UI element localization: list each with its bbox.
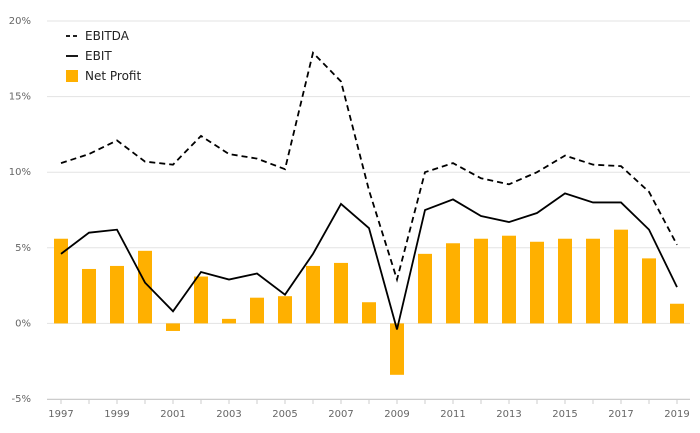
- y-axis: -5% 0% 5% 10% 15% 20%: [9, 16, 31, 405]
- bar-net-profit: [250, 297, 264, 324]
- lines: [60, 50, 678, 330]
- x-tick-label: 2001: [160, 409, 185, 420]
- x-tick-label: 2011: [440, 409, 465, 420]
- bar-net-profit: [306, 265, 320, 324]
- x-tick-label: 1997: [48, 409, 73, 420]
- y-tick-label: 15%: [9, 92, 31, 103]
- bar-net-profit: [390, 323, 404, 375]
- bar-net-profit: [54, 238, 68, 324]
- bar-net-profit: [558, 238, 572, 324]
- x-tick-label: 1999: [104, 409, 129, 420]
- bar-net-profit: [614, 229, 628, 324]
- bar-net-profit: [194, 276, 208, 324]
- bar-net-profit: [670, 303, 684, 324]
- bar-net-profit: [222, 318, 236, 324]
- line-ebitda: [60, 50, 678, 283]
- bars-net-profit: [54, 229, 684, 375]
- legend: EBITDA EBIT Net Profit: [66, 29, 141, 83]
- bar-net-profit: [446, 243, 460, 324]
- bar-net-profit: [334, 262, 348, 324]
- bar-net-profit: [418, 253, 432, 324]
- x-tick-label: 2007: [328, 409, 353, 420]
- y-tick-label: 5%: [15, 243, 31, 254]
- line-ebit: [60, 192, 678, 330]
- x-tick-label: 2017: [608, 409, 633, 420]
- bar-net-profit: [642, 258, 656, 324]
- bar-net-profit: [474, 238, 488, 324]
- x-tick-label: 2015: [552, 409, 577, 420]
- legend-label: Net Profit: [85, 69, 141, 83]
- x-tick-label: 2005: [272, 409, 297, 420]
- bar-net-profit: [362, 302, 376, 324]
- legend-swatch: [66, 70, 78, 82]
- x-tick-label: 2019: [664, 409, 689, 420]
- bar-net-profit: [138, 250, 152, 324]
- x-tick-label: 2013: [496, 409, 521, 420]
- bar-net-profit: [82, 268, 96, 324]
- x-tick-label: 2003: [216, 409, 241, 420]
- y-tick-label: 0%: [15, 318, 31, 329]
- legend-label: EBIT: [85, 49, 112, 63]
- bar-net-profit: [166, 323, 180, 331]
- bar-net-profit: [502, 235, 516, 324]
- grid: [47, 20, 690, 400]
- bar-net-profit: [586, 238, 600, 324]
- bar-net-profit: [530, 241, 544, 324]
- x-axis: 1997 1999 2001 2003 2005 2007 2009 2011 2013 2015…: [47, 399, 690, 420]
- y-tick-label: -5%: [12, 394, 31, 405]
- y-tick-label: 20%: [9, 16, 31, 27]
- x-tick-label: 2009: [384, 409, 409, 420]
- bar-net-profit: [278, 296, 292, 324]
- bar-net-profit: [110, 265, 124, 324]
- y-tick-label: 10%: [9, 167, 31, 178]
- legend-label: EBITDA: [85, 29, 130, 43]
